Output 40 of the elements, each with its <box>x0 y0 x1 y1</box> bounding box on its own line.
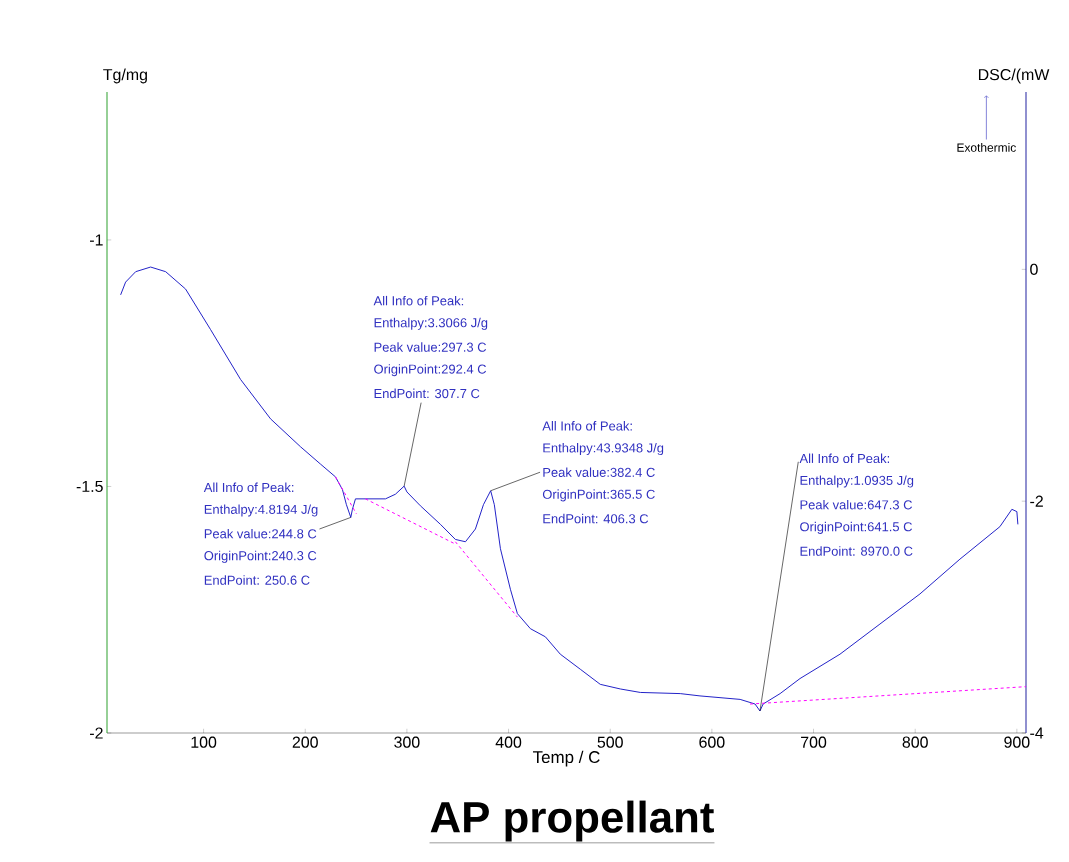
annotation: OriginPoint:365.5 C <box>542 489 655 502</box>
x-tick-label: 800 <box>902 736 928 748</box>
x-tick-label: 400 <box>495 736 522 748</box>
annotation: All Info of Peak: <box>542 421 632 431</box>
annotation: All Info of Peak: <box>799 453 890 464</box>
annotation: EndPoint: 8970.0 C <box>800 546 913 556</box>
x-tick-label: 200 <box>292 736 318 748</box>
annotation: OriginPoint:292.4 C <box>374 364 487 377</box>
annotation: Peak value:244.8 C <box>204 528 317 539</box>
annotation: Peak value:382.4 C <box>543 467 655 477</box>
y-tick-label: 0 <box>1030 263 1038 275</box>
y2-tick-label: -1 <box>90 234 103 246</box>
annotation: OriginPoint:641.5 C <box>800 521 913 534</box>
y2-tick-label: -2 <box>90 727 103 739</box>
x-tick-label: 700 <box>801 736 827 748</box>
x-tick-label: 500 <box>597 736 623 748</box>
x-tick-label: 900 <box>1004 736 1030 748</box>
annotation: Enthalpy:43.9348 J/g <box>543 442 664 456</box>
annotation: Exothermic <box>957 143 1016 152</box>
annotation: All Info of Peak: <box>373 295 464 306</box>
annotation: EndPoint: 406.3 C <box>543 513 649 524</box>
y-axis-title: DSC/(mW <box>978 68 1050 84</box>
y2-tick-label: -1.5 <box>76 480 103 493</box>
annotation: Enthalpy:4.8194 J/g <box>204 504 318 517</box>
annotation: OriginPoint:240.3 C <box>204 550 317 563</box>
annotation: EndPoint: 307.7 C <box>374 388 480 399</box>
annotation: All Info of Peak: <box>203 482 294 493</box>
annotation: Peak value:647.3 C <box>800 499 913 510</box>
x-tick-label: 600 <box>699 736 725 748</box>
x-axis-title: Temp / C <box>533 750 600 767</box>
y-tick-label: -4 <box>1030 727 1044 739</box>
text: AP propellant <box>430 800 714 842</box>
x-tick-label: 300 <box>394 736 420 748</box>
annotation: EndPoint: 250.6 C <box>204 575 310 585</box>
annotation: Peak value:297.3 C <box>374 342 487 352</box>
annotation: Enthalpy:3.3066 J/g <box>374 317 488 330</box>
y-tick-label: -2 <box>1030 495 1043 507</box>
x-tick-label: 100 <box>191 736 217 748</box>
annotation: Enthalpy:1.0935 J/g <box>800 475 914 488</box>
y2-axis-title: Tg/mg <box>103 68 147 84</box>
